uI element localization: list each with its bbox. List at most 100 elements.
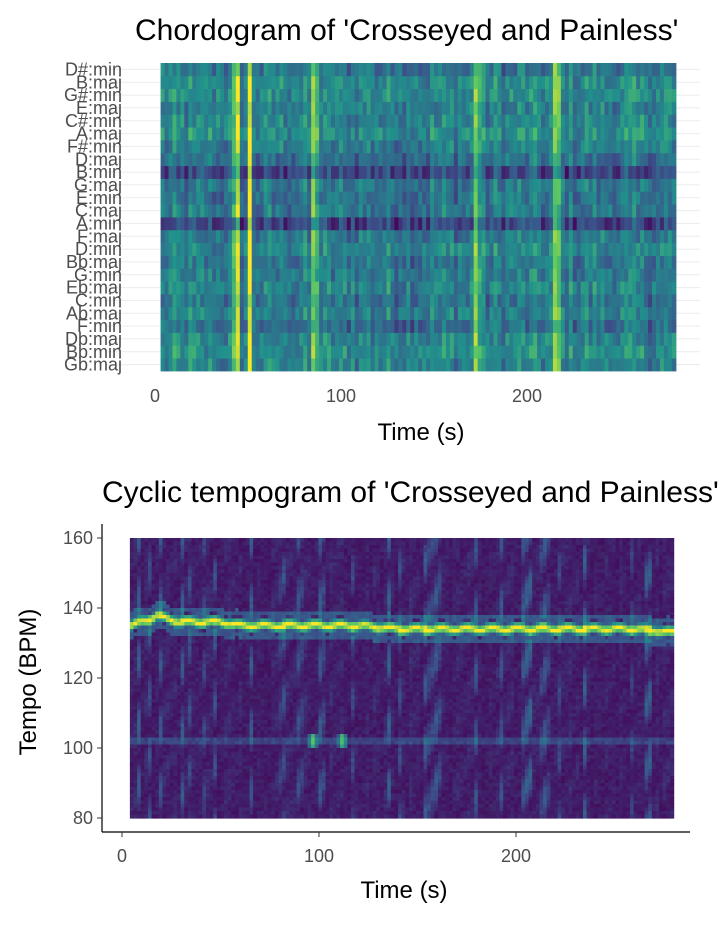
tempogram-cell (199, 780, 203, 784)
tempogram-cell (181, 573, 185, 577)
tempogram-cell (141, 773, 145, 777)
tempogram-cell (188, 605, 192, 609)
tempogram-cell (199, 717, 203, 721)
chordogram-cell (220, 230, 225, 243)
tempogram-cell (134, 538, 138, 542)
tempogram-cell (137, 566, 141, 570)
tempogram-cell (192, 608, 196, 612)
tempogram-cell (199, 804, 203, 808)
chordogram-cell (426, 179, 431, 192)
chordogram-cell (208, 307, 213, 320)
chordogram-cell (260, 204, 265, 217)
chordogram-cell (656, 89, 661, 102)
chordogram-cell (509, 191, 514, 204)
chordogram-cell (161, 63, 166, 76)
tempogram-cell (170, 696, 174, 700)
chordogram-cell (486, 294, 491, 307)
chordogram-cell (501, 140, 506, 153)
tempogram-cell (173, 605, 177, 609)
chordogram-cell (426, 256, 431, 269)
chordogram-cell (446, 89, 451, 102)
chordogram-cell (343, 243, 348, 256)
chordogram-cell (458, 102, 463, 115)
tempogram-cell (210, 587, 214, 591)
chordogram-cell (608, 268, 613, 281)
chordogram-cell (228, 127, 233, 140)
chordogram-cell (347, 166, 352, 179)
chordogram-cell (192, 166, 197, 179)
tempogram-cell (137, 734, 141, 738)
tempogram-cell (170, 664, 174, 668)
chordogram-cell (553, 345, 558, 358)
tempogram-cell (148, 552, 152, 556)
chordogram-cell (585, 281, 590, 294)
chordogram-cell (315, 191, 320, 204)
tempogram-cell (173, 643, 177, 647)
chordogram-cell (390, 102, 395, 115)
tempogram-cell (144, 591, 148, 595)
tempogram-cell (163, 622, 167, 626)
chordogram-cell (517, 256, 522, 269)
chordogram-cell (165, 76, 170, 89)
tempogram-cell (137, 692, 141, 696)
chordogram-cell (458, 153, 463, 166)
chordogram-cell (581, 140, 586, 153)
chordogram-cell (236, 204, 241, 217)
tempogram-cell (184, 766, 188, 770)
chordogram-cell (252, 230, 257, 243)
chordogram-cell (256, 320, 261, 333)
chordogram-cell (612, 89, 617, 102)
tempogram-cell (195, 703, 199, 707)
chordogram-cell (660, 333, 665, 346)
tempogram-cell (195, 657, 199, 661)
chordogram-cell (379, 140, 384, 153)
tempogram-cell (170, 734, 174, 738)
chordogram-cell (394, 217, 399, 230)
tempogram-cell (188, 675, 192, 679)
chordogram-cell (390, 281, 395, 294)
tempogram-cell (199, 626, 203, 630)
tempogram-cell (184, 815, 188, 819)
chordogram-y-tick-label: D#:min (65, 59, 122, 79)
tempogram-cell (166, 776, 170, 780)
chordogram-cell (664, 153, 669, 166)
chordogram-cell (434, 230, 439, 243)
tempogram-cell (206, 699, 210, 703)
chordogram-cell (165, 345, 170, 358)
chordogram-cell (383, 114, 388, 127)
chordogram-cell (541, 63, 546, 76)
tempogram-cell (159, 549, 163, 553)
chordogram-cell (363, 320, 368, 333)
chordogram-cell (549, 153, 554, 166)
chordogram-cell (371, 281, 376, 294)
chordogram-cell (303, 268, 308, 281)
tempogram-cell (134, 563, 138, 567)
tempogram-cell (159, 566, 163, 570)
tempogram-cell (159, 678, 163, 682)
chordogram-cell (597, 204, 602, 217)
chordogram-cell (581, 153, 586, 166)
tempogram-cell (148, 682, 152, 686)
chordogram-cell (386, 102, 391, 115)
tempogram-cell (148, 710, 152, 714)
chordogram-cell (236, 307, 241, 320)
chordogram-cell (287, 166, 292, 179)
chordogram-cell (664, 358, 669, 371)
chordogram-cell (604, 63, 609, 76)
tempogram-cell (155, 615, 159, 619)
tempogram-cell (163, 556, 167, 560)
chordogram-cell (240, 114, 245, 127)
chordogram-cell (161, 358, 166, 371)
chordogram-cell (228, 358, 233, 371)
chordogram-cell (557, 333, 562, 346)
tempogram-cell (170, 724, 174, 728)
tempogram-cell (137, 678, 141, 682)
chordogram-cell (418, 204, 423, 217)
chordogram-cell (648, 89, 653, 102)
chordogram-cell (299, 268, 304, 281)
chordogram-cell (236, 294, 241, 307)
chordogram-cell (260, 333, 265, 346)
chordogram-cell (319, 63, 324, 76)
chordogram-cell (398, 243, 403, 256)
chordogram-cell (414, 63, 419, 76)
